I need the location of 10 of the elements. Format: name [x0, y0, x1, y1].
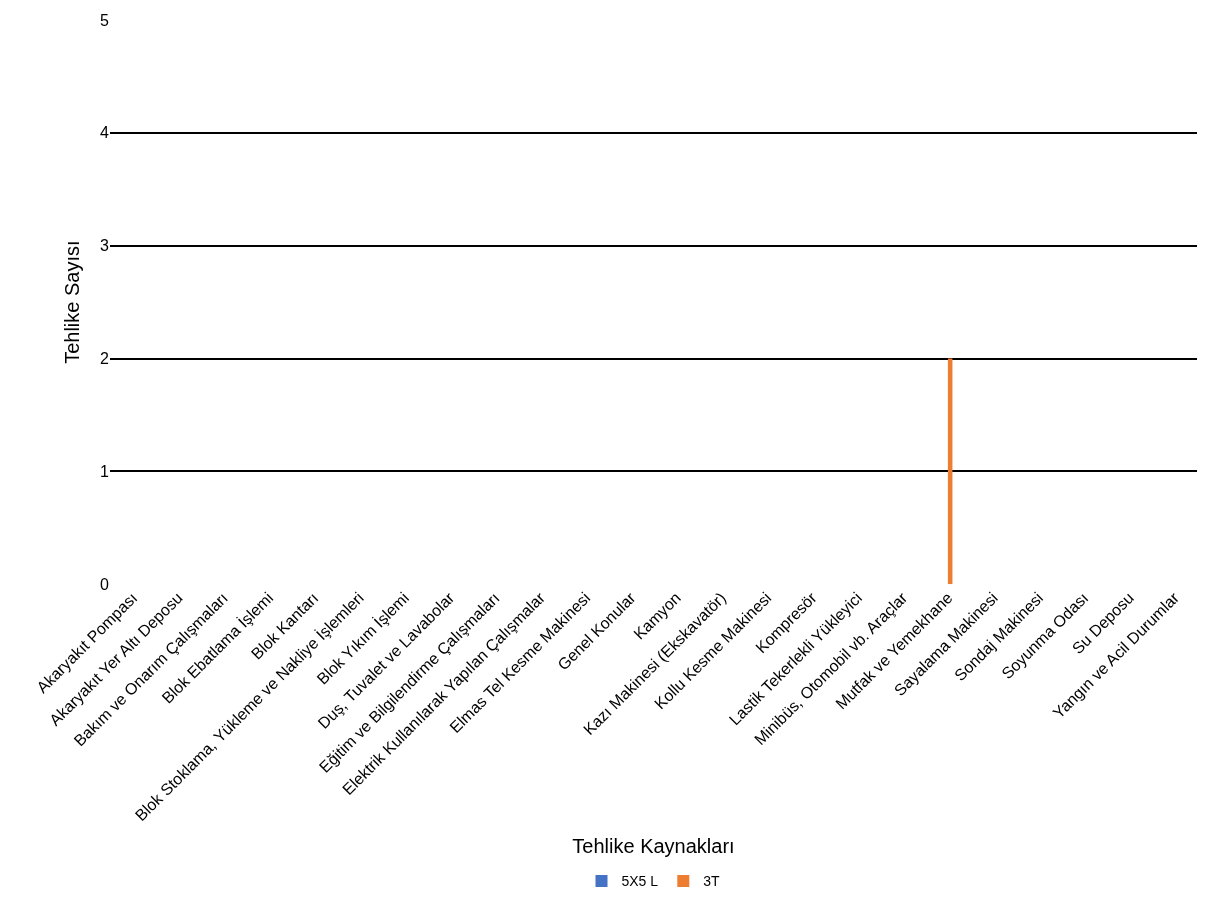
y-tick-label: 0	[100, 575, 110, 593]
x-axis-title: Tehlike Kaynakları	[572, 834, 735, 857]
y-tick-label: 2	[100, 350, 110, 368]
y-tick-label: 3	[100, 237, 110, 255]
legend-label: 3T	[703, 873, 721, 890]
legend-label: 5X5 L	[621, 873, 659, 890]
y-tick-label: 5	[100, 11, 110, 29]
y-axis-title: Tehlike Sayısı	[60, 240, 83, 364]
y-tick-label: 1	[100, 463, 110, 481]
y-tick-label: 4	[100, 124, 110, 142]
